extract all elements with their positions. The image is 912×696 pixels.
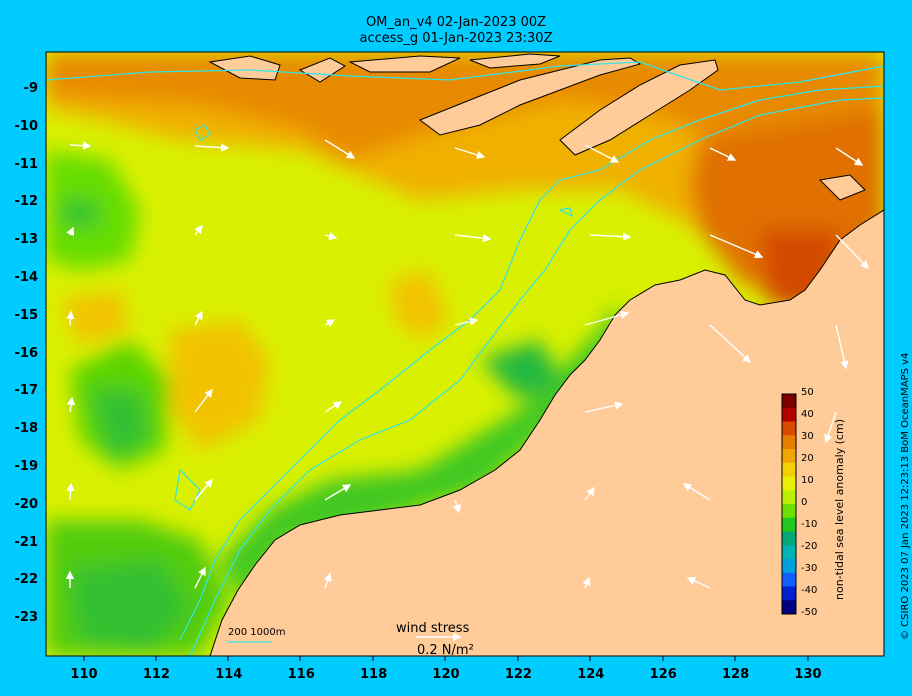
colorbar-swatch (782, 517, 796, 532)
colorbar-swatch (782, 600, 796, 615)
wind-stress-value: 0.2 N/m² (417, 643, 474, 658)
colorbar-swatch (782, 545, 796, 560)
lat-tick-label: -10 (14, 118, 39, 134)
australia-coastline (209, 209, 884, 656)
lat-tick-label: -23 (14, 610, 39, 626)
colorbar-tick-label: -10 (801, 519, 818, 530)
chart-title-model: OM_an_v4 02-Jan-2023 00Z (365, 15, 547, 30)
lon-tick-label: 120 (432, 667, 460, 682)
lon-tick-label: 130 (794, 667, 822, 682)
lat-tick-label: -16 (14, 345, 39, 361)
credit-text: © CSIRO 2023 07 Jan 2023 12:23:13 BoM Oc… (900, 352, 911, 640)
colorbar-swatch (782, 504, 796, 519)
colorbar-swatch (782, 559, 796, 574)
lat-tick-label: -15 (14, 307, 39, 323)
depth-contour-scale: 200 1000m (228, 627, 286, 638)
lat-tick-label: -20 (14, 496, 39, 512)
lat-tick-label: -18 (14, 421, 39, 437)
lat-tick-label: -17 (14, 383, 39, 399)
lat-tick-label: -12 (14, 194, 39, 210)
wind-stress-title: wind stress (396, 621, 470, 636)
lon-tick-label: 114 (215, 667, 243, 682)
colorbar-tick-label: 50 (801, 387, 814, 398)
colorbar-swatch (782, 394, 796, 409)
colorbar-tick-label: 40 (801, 409, 814, 420)
lat-tick-label: -21 (14, 534, 39, 550)
colorbar-swatch (782, 490, 796, 505)
lon-tick-label: 128 (722, 667, 750, 682)
colorbar-swatch (782, 586, 796, 601)
lon-tick-label: 110 (70, 667, 98, 682)
colorbar-tick-label: -20 (801, 541, 818, 552)
colorbar-title: non-tidal sea level anomaly (cm) (833, 419, 846, 600)
lon-tick-label: 126 (649, 667, 677, 682)
lat-tick-label: -19 (14, 459, 39, 474)
lat-tick-label: -22 (14, 572, 39, 588)
colorbar-swatch (782, 476, 796, 491)
colorbar-tick-label: 10 (801, 475, 814, 486)
lat-tick-label: -14 (14, 270, 39, 285)
lon-tick-label: 112 (142, 667, 170, 682)
lat-tick-label: -13 (14, 232, 39, 248)
lat-tick-label: -11 (14, 156, 39, 172)
lon-tick-label: 118 (360, 667, 388, 682)
colorbar-swatch (782, 435, 796, 450)
colorbar-tick-label: -40 (801, 585, 818, 596)
colorbar-tick-label: -30 (801, 563, 818, 574)
lon-tick-label: 116 (287, 667, 315, 682)
lat-tick-label: -9 (23, 81, 38, 96)
colorbar (782, 394, 796, 615)
colorbar-tick-label: 20 (801, 453, 814, 464)
colorbar-tick-label: -50 (801, 607, 818, 618)
colorbar-swatch (782, 531, 796, 546)
colorbar-tick-label: 0 (801, 497, 808, 508)
lon-tick-label: 124 (577, 667, 605, 682)
lon-tick-label: 122 (504, 667, 532, 682)
colorbar-swatch (782, 421, 796, 436)
colorbar-tick-label: 30 (801, 431, 814, 442)
colorbar-swatch (782, 462, 796, 477)
chart-title-forcing: access_g 01-Jan-2023 23:30Z (359, 31, 553, 46)
colorbar-swatch (782, 572, 796, 587)
colorbar-swatch (782, 449, 796, 464)
colorbar-swatch (782, 407, 796, 422)
